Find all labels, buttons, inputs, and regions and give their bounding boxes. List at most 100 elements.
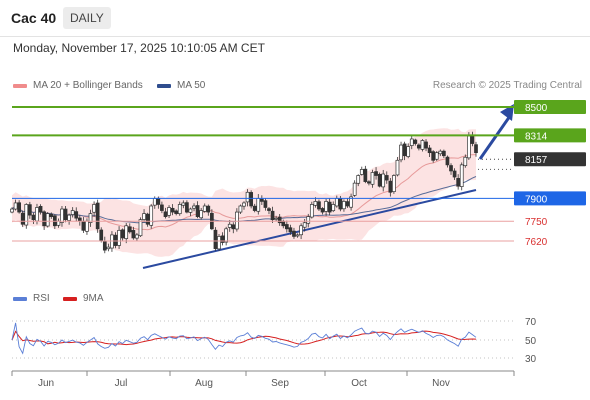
candle-body <box>352 182 357 196</box>
candle-body <box>284 224 289 230</box>
candle-body <box>342 201 346 210</box>
candle <box>67 213 71 225</box>
candle-body <box>442 150 446 157</box>
candle <box>120 228 125 241</box>
candle <box>413 138 418 146</box>
candle <box>117 226 121 250</box>
candle <box>409 135 414 150</box>
candle-body <box>302 222 307 228</box>
candle <box>388 178 393 197</box>
candle <box>17 200 21 214</box>
candle <box>49 212 54 219</box>
candle <box>463 154 468 168</box>
credit-label: Research © 2025 Trading Central <box>432 80 582 91</box>
x-axis-label-jun: Jun <box>38 378 54 389</box>
candle-body <box>334 198 339 207</box>
candle-body <box>49 213 54 217</box>
candle <box>63 206 68 223</box>
candle-body <box>474 144 478 154</box>
candle <box>292 227 296 239</box>
candle-body <box>252 205 257 211</box>
candle <box>252 203 257 213</box>
candle <box>181 200 186 209</box>
candle <box>145 212 150 227</box>
candle <box>131 226 136 240</box>
instrument-title: Cac 40 <box>11 10 57 26</box>
level-label-8314: 8314 <box>525 131 548 142</box>
candle-body <box>338 198 343 210</box>
candle <box>324 199 328 216</box>
candle-body <box>17 202 21 213</box>
candle <box>434 151 439 161</box>
candle-body <box>13 202 18 210</box>
candle <box>427 145 432 158</box>
candle <box>277 213 282 226</box>
candle-body <box>324 201 328 212</box>
candle-body <box>345 201 350 207</box>
candle <box>377 172 382 188</box>
candle <box>445 155 450 168</box>
candle <box>438 149 443 157</box>
candle-body <box>417 144 421 149</box>
candle-body <box>313 201 318 206</box>
trend-line-lower <box>142 189 477 269</box>
candle-body <box>170 207 175 213</box>
candle <box>349 193 353 211</box>
candle-body <box>152 198 157 206</box>
candle-body <box>388 180 393 193</box>
bollinger-band <box>12 128 476 257</box>
candle-body <box>384 175 389 181</box>
level-label-7620: 7620 <box>525 237 548 248</box>
candle <box>13 199 18 211</box>
candle <box>88 209 93 227</box>
candle-body <box>67 214 71 221</box>
candle <box>231 222 236 234</box>
candle-body <box>413 139 418 144</box>
candle <box>142 209 146 223</box>
candle-body <box>227 223 232 228</box>
candle-body <box>277 216 282 224</box>
datetime-label: Monday, November 17, 2025 10:10:05 AM CE… <box>13 41 265 55</box>
candle-body <box>27 204 32 216</box>
rsi-line <box>11 322 477 355</box>
candle <box>395 157 400 177</box>
candle-body <box>213 229 218 249</box>
candle-body <box>92 204 96 213</box>
legend-label-rsi: RSI <box>33 293 50 304</box>
candle <box>331 201 336 213</box>
candle <box>249 190 253 209</box>
candle-body <box>113 234 118 246</box>
candle-body <box>188 208 193 213</box>
candle <box>127 223 132 234</box>
candle-body <box>127 226 132 233</box>
candle-body <box>177 204 182 215</box>
period-button[interactable]: DAILY <box>63 7 111 29</box>
candle-body <box>452 170 457 178</box>
candle-body <box>249 192 253 207</box>
candle-body <box>160 204 164 211</box>
candle <box>459 162 464 191</box>
candle <box>195 201 200 219</box>
candle-body <box>56 220 61 226</box>
candle <box>170 204 175 216</box>
level-tag-8157 <box>514 152 586 167</box>
candle-body <box>220 235 225 243</box>
legend-label-9ma: 9MA <box>83 293 104 304</box>
candle <box>167 205 171 218</box>
candle <box>235 208 239 232</box>
legend-rsi: RSI <box>13 293 50 304</box>
rsi-9ma-line <box>11 330 477 346</box>
level-label-7750: 7750 <box>525 217 548 228</box>
candle-body <box>392 175 396 192</box>
candle-body <box>181 202 186 206</box>
candle-body <box>35 207 39 222</box>
candle-body <box>267 208 271 211</box>
candle <box>95 199 100 233</box>
candle-body <box>217 236 221 250</box>
candle <box>299 223 303 240</box>
candle <box>342 199 346 212</box>
candle <box>224 226 229 246</box>
candle-body <box>370 172 375 185</box>
candle <box>259 195 264 205</box>
rsi-tick-label: 50 <box>525 336 537 347</box>
